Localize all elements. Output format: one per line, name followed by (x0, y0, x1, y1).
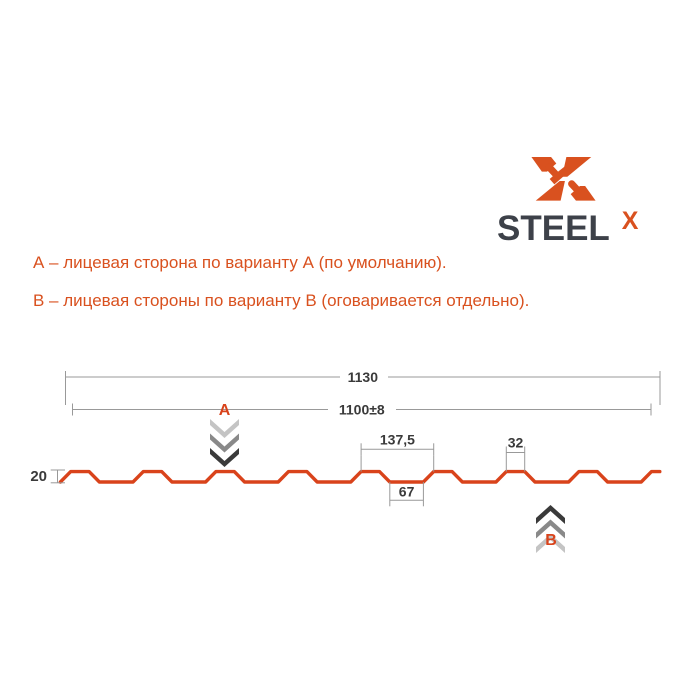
svg-text:A: A (219, 402, 231, 419)
svg-text:B: B (545, 532, 557, 549)
svg-text:137,5: 137,5 (380, 431, 415, 447)
svg-text:1130: 1130 (348, 369, 379, 385)
svg-text:1100±8: 1100±8 (339, 402, 385, 418)
svg-text:67: 67 (399, 483, 415, 499)
svg-text:20: 20 (30, 468, 47, 485)
svg-text:32: 32 (508, 435, 524, 451)
